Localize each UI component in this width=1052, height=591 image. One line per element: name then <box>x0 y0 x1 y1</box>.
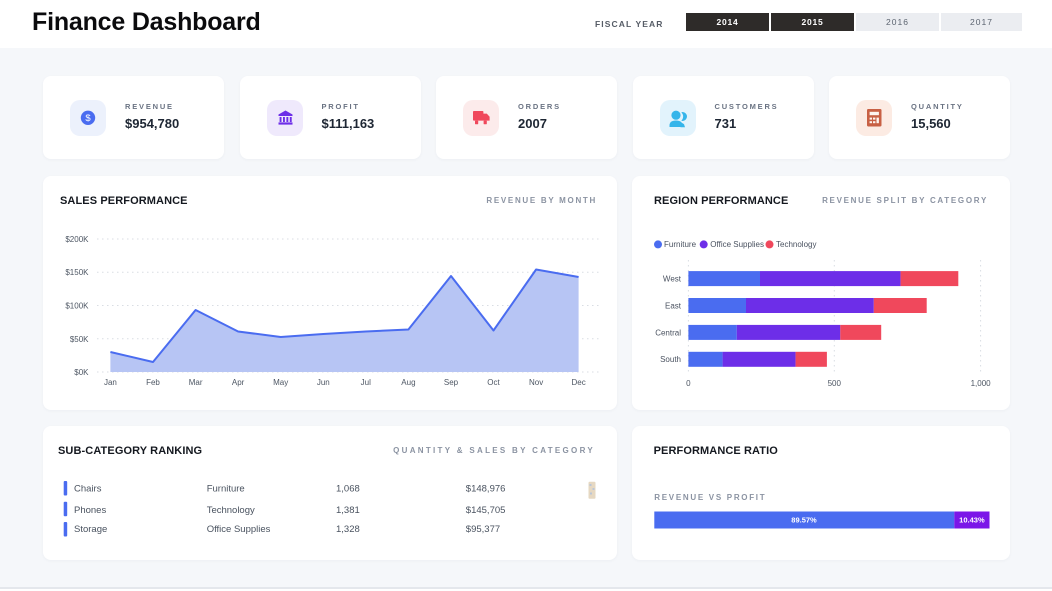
svg-text:Jul: Jul <box>361 378 371 387</box>
svg-text:1,328: 1,328 <box>336 524 360 535</box>
svg-text:May: May <box>273 378 288 387</box>
svg-text:Apr: Apr <box>232 378 245 387</box>
svg-text:$0K: $0K <box>74 368 89 377</box>
svg-text:Feb: Feb <box>146 378 160 387</box>
svg-text:Storage: Storage <box>74 524 107 535</box>
svg-text:$: $ <box>85 113 91 124</box>
svg-text:0: 0 <box>686 379 691 388</box>
svg-text:East: East <box>665 301 682 310</box>
svg-text:1,068: 1,068 <box>336 484 360 495</box>
svg-text:Technology: Technology <box>776 240 816 249</box>
svg-text:500: 500 <box>828 379 842 388</box>
svg-text:$50K: $50K <box>70 335 89 344</box>
svg-text:$95,377: $95,377 <box>466 524 500 535</box>
svg-text:$145,705: $145,705 <box>466 505 506 516</box>
svg-text:Phones: Phones <box>74 505 106 516</box>
svg-text:West: West <box>663 275 682 284</box>
svg-text:Jun: Jun <box>317 378 330 387</box>
svg-text:Chairs: Chairs <box>74 484 102 495</box>
svg-text:Office Supplies: Office Supplies <box>710 240 764 249</box>
svg-text:$100K: $100K <box>65 302 89 311</box>
svg-text:1,000: 1,000 <box>971 379 992 388</box>
svg-text:Oct: Oct <box>487 378 500 387</box>
svg-text:South: South <box>660 355 681 364</box>
svg-text:Nov: Nov <box>529 378 543 387</box>
svg-text:Mar: Mar <box>189 378 203 387</box>
svg-text:1,381: 1,381 <box>336 505 360 516</box>
svg-text:Dec: Dec <box>571 378 585 387</box>
svg-text:Central: Central <box>655 328 681 337</box>
svg-text:Furniture: Furniture <box>207 484 245 495</box>
svg-text:Sep: Sep <box>444 378 459 387</box>
svg-text:Jan: Jan <box>104 378 117 387</box>
svg-text:10.43%: 10.43% <box>959 516 985 525</box>
svg-text:$148,976: $148,976 <box>466 484 506 495</box>
svg-text:Technology: Technology <box>207 505 255 516</box>
svg-text:$200K: $200K <box>65 235 89 244</box>
svg-text:Furniture: Furniture <box>664 240 697 249</box>
svg-text:89.57%: 89.57% <box>791 516 817 525</box>
svg-text:Aug: Aug <box>401 378 415 387</box>
svg-text:Office Supplies: Office Supplies <box>207 524 271 535</box>
svg-text:$150K: $150K <box>65 268 89 277</box>
